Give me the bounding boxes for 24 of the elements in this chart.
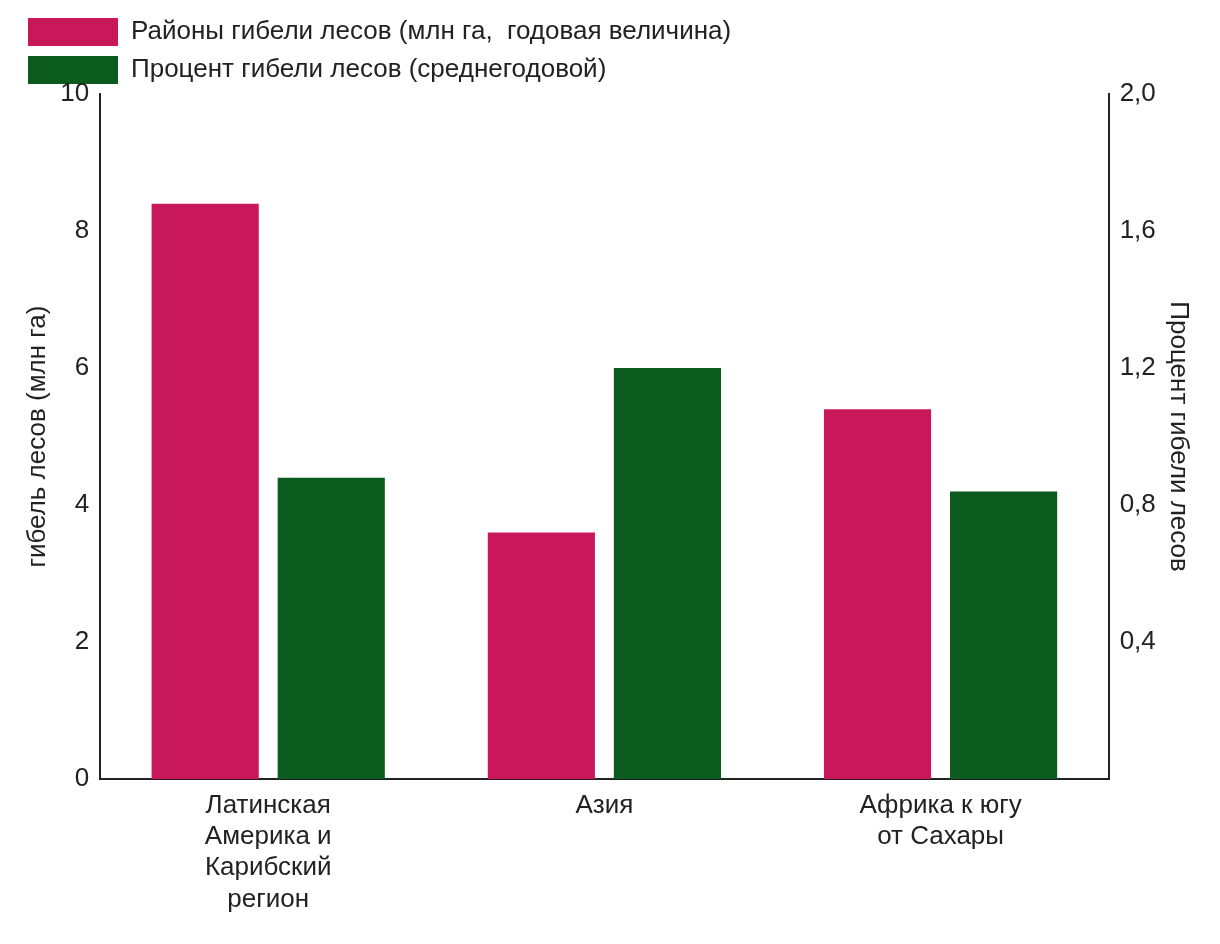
x-tick-label: Азия: [575, 788, 634, 819]
x-tick-label: Африка к югу от Сахары: [859, 788, 1022, 851]
bar: [823, 409, 932, 780]
legend-label: Районы гибели лесов (млн га, годовая величина): [131, 15, 732, 46]
y2-tick-label: 0,4: [1119, 625, 1156, 656]
y-tick-label: 6: [74, 351, 90, 382]
y2-tick-label: 1,6: [1119, 214, 1156, 245]
legend-label: Процент гибели лесов (среднегодовой): [131, 53, 607, 84]
bar: [487, 532, 595, 780]
y2-tick-label: 2,0: [1119, 77, 1156, 108]
y2-tick-label: 1,2: [1119, 351, 1156, 382]
bar: [277, 477, 385, 780]
bar: [151, 203, 259, 780]
x-tick-label: Латинская Америка и Карибский регион: [204, 788, 332, 913]
y-tick-label: 0: [74, 762, 90, 793]
y-tick-label: 10: [60, 77, 90, 108]
y-tick-label: 8: [74, 214, 90, 245]
y2-tick-label: 0,8: [1119, 488, 1156, 519]
bar: [950, 491, 1058, 780]
y-axis-title: гибель лесов (млн га): [20, 305, 51, 568]
bar: [613, 368, 721, 780]
y2-axis-title: Процент гибели лесов: [1165, 301, 1196, 572]
y-tick-label: 4: [74, 488, 90, 519]
y-tick-label: 2: [74, 625, 90, 656]
